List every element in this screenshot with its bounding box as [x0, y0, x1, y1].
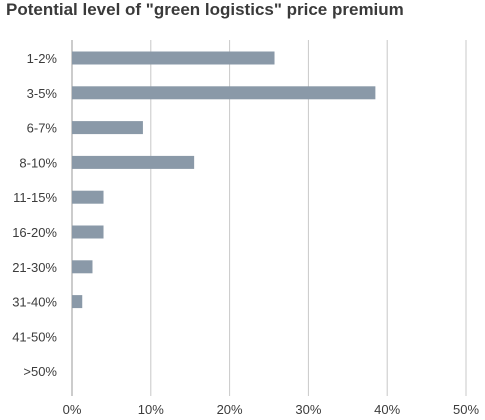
bars	[72, 51, 376, 309]
x-tick-label: 30%	[295, 402, 321, 417]
category-label: 16-20%	[12, 225, 57, 240]
bar	[72, 51, 275, 65]
category-label: 1-2%	[27, 51, 58, 66]
category-label: 31-40%	[12, 295, 57, 310]
category-label: 21-30%	[12, 260, 57, 275]
category-label: 6-7%	[27, 121, 58, 136]
x-tick-label: 20%	[217, 402, 243, 417]
bar	[72, 225, 104, 239]
x-tick-label: 50%	[453, 402, 479, 417]
grid-lines	[71, 40, 467, 396]
bar	[72, 295, 83, 309]
x-tick-label: 0%	[63, 402, 82, 417]
x-tick-label: 10%	[138, 402, 164, 417]
x-tick-labels: 0% 10% 20% 30% 40% 50%	[63, 402, 480, 417]
chart-title: Potential level of "green logistics" pri…	[6, 0, 404, 19]
bar	[72, 260, 93, 274]
bar	[72, 121, 143, 135]
category-label: 41-50%	[12, 329, 57, 344]
x-tick-label: 40%	[374, 402, 400, 417]
category-label: >50%	[23, 364, 57, 379]
category-labels: 1-2% 3-5% 6-7% 8-10% 11-15% 16-20% 21-30% 31-40…	[12, 51, 57, 379]
category-label: 11-15%	[13, 190, 57, 205]
bar	[72, 155, 195, 169]
bar	[72, 86, 376, 100]
category-label: 3-5%	[27, 86, 58, 101]
category-label: 8-10%	[19, 155, 57, 170]
bar	[72, 190, 104, 204]
